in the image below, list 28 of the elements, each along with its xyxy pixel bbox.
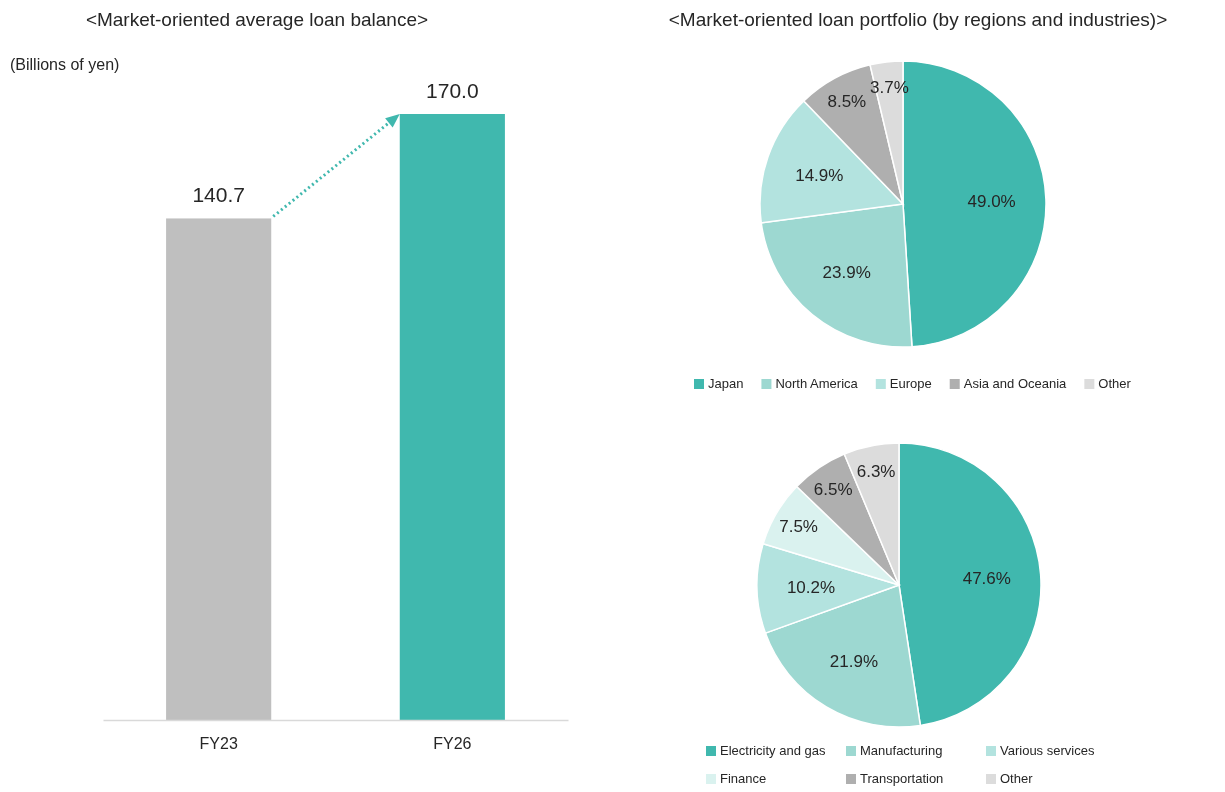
data-label: 140.7 bbox=[192, 183, 245, 207]
legend-label: Japan bbox=[708, 376, 744, 391]
legend-label: Europe bbox=[889, 376, 932, 391]
data-label: 6.3% bbox=[856, 461, 896, 481]
legend-label: Manufacturing bbox=[860, 743, 943, 758]
data-label: 6.5% bbox=[813, 479, 853, 499]
legend-label: North America bbox=[775, 376, 859, 391]
data-label: 10.2% bbox=[786, 578, 836, 598]
x-tick-label: FY23 bbox=[199, 734, 238, 752]
legend-label: Transportation bbox=[860, 771, 944, 786]
data-label: 170.0 bbox=[426, 79, 479, 102]
chart-title: <Market-oriented average loan balance> bbox=[85, 9, 429, 30]
legend-label: Asia and Oceania bbox=[963, 376, 1068, 391]
legend-label: Other bbox=[1098, 376, 1132, 391]
legend-label: Finance bbox=[720, 771, 767, 786]
legend-label: Other bbox=[1000, 771, 1034, 786]
data-label: 49.0% bbox=[967, 192, 1016, 212]
data-label: 21.9% bbox=[829, 651, 879, 671]
data-label: 7.5% bbox=[779, 516, 818, 536]
data-label: 14.9% bbox=[795, 165, 844, 185]
data-label: 47.6% bbox=[962, 569, 1011, 589]
data-label: 8.5% bbox=[827, 92, 867, 112]
chart-title: <Market-oriented loan portfolio (by regions and industries)> bbox=[668, 9, 1168, 30]
data-label: 23.9% bbox=[822, 263, 871, 283]
legend-label: Various services bbox=[1000, 743, 1095, 758]
legend-label: Electricity and gas bbox=[720, 743, 826, 758]
y-axis-title: (Billions of yen) bbox=[10, 56, 120, 73]
x-tick-label: FY26 bbox=[433, 734, 472, 752]
